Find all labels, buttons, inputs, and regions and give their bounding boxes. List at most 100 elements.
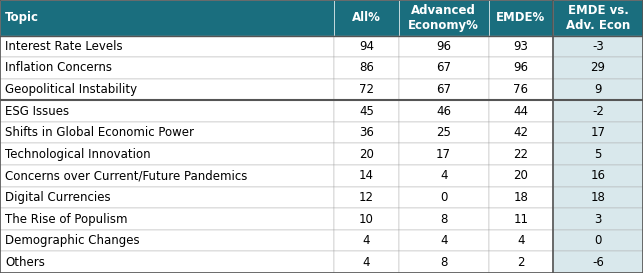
Text: All%: All% [352,11,381,24]
Text: Topic: Topic [5,11,39,24]
Bar [489,144,553,165]
Text: 8: 8 [440,213,448,225]
Text: 44: 44 [513,105,529,118]
Bar [489,0,553,35]
Text: -6: -6 [592,256,604,269]
Bar [489,100,553,122]
Text: 8: 8 [440,256,448,269]
Text: 20: 20 [359,148,374,161]
Bar [399,165,489,187]
Text: 9: 9 [594,83,602,96]
Text: Interest Rate Levels: Interest Rate Levels [5,40,123,53]
Bar [489,208,553,230]
Bar [334,35,399,57]
Text: 96: 96 [513,61,529,75]
Text: 93: 93 [513,40,529,53]
Text: 20: 20 [513,169,529,182]
Bar [334,144,399,165]
Text: Inflation Concerns: Inflation Concerns [5,61,112,75]
Text: 76: 76 [513,83,529,96]
Text: Demographic Changes: Demographic Changes [5,234,140,247]
Text: 67: 67 [436,61,451,75]
Bar [489,230,553,251]
Bar [489,187,553,208]
Text: 86: 86 [359,61,374,75]
Bar [334,122,399,144]
Text: 46: 46 [436,105,451,118]
Text: 67: 67 [436,83,451,96]
Bar [489,35,553,57]
Text: 10: 10 [359,213,374,225]
Bar [399,122,489,144]
Text: 4: 4 [363,256,370,269]
Bar [334,165,399,187]
Bar [553,165,643,187]
Text: 18: 18 [513,191,529,204]
Text: Technological Innovation: Technological Innovation [5,148,150,161]
Bar [489,57,553,79]
Text: 5: 5 [594,148,602,161]
Text: 4: 4 [363,234,370,247]
Bar [399,144,489,165]
Text: Geopolitical Instability: Geopolitical Instability [5,83,137,96]
Bar [399,208,489,230]
Bar [0,144,334,165]
Text: 4: 4 [517,234,525,247]
Text: The Rise of Populism: The Rise of Populism [5,213,128,225]
Bar [0,230,334,251]
Bar [0,79,334,100]
Text: Concerns over Current/Future Pandemics: Concerns over Current/Future Pandemics [5,169,248,182]
Bar [489,251,553,273]
Text: -3: -3 [592,40,604,53]
Text: Digital Currencies: Digital Currencies [5,191,111,204]
Bar [553,144,643,165]
Bar [0,35,334,57]
Text: 94: 94 [359,40,374,53]
Bar [553,187,643,208]
Bar [334,187,399,208]
Text: 4: 4 [440,234,448,247]
Text: Advanced
Economy%: Advanced Economy% [408,4,479,32]
Text: 4: 4 [440,169,448,182]
Text: 25: 25 [436,126,451,139]
Bar [489,165,553,187]
Bar [553,57,643,79]
Text: 29: 29 [590,61,606,75]
Text: 0: 0 [440,191,448,204]
Text: 22: 22 [513,148,529,161]
Bar [334,100,399,122]
Bar [399,57,489,79]
Bar [0,0,334,35]
Text: EMDE%: EMDE% [496,11,545,24]
Text: ESG Issues: ESG Issues [5,105,69,118]
Bar [334,79,399,100]
Bar [399,0,489,35]
Bar [334,251,399,273]
Text: 17: 17 [590,126,606,139]
Bar [399,187,489,208]
Text: Shifts in Global Economic Power: Shifts in Global Economic Power [5,126,194,139]
Bar [553,79,643,100]
Text: 17: 17 [436,148,451,161]
Text: 0: 0 [594,234,602,247]
Bar [0,122,334,144]
Bar [334,57,399,79]
Text: -2: -2 [592,105,604,118]
Bar [399,100,489,122]
Bar [553,122,643,144]
Text: 3: 3 [594,213,602,225]
Text: 14: 14 [359,169,374,182]
Bar [334,230,399,251]
Bar [0,165,334,187]
Bar [489,122,553,144]
Text: 45: 45 [359,105,374,118]
Bar [0,57,334,79]
Bar [0,208,334,230]
Text: 96: 96 [436,40,451,53]
Bar [399,230,489,251]
Text: 16: 16 [590,169,606,182]
Text: 2: 2 [517,256,525,269]
Bar [489,79,553,100]
Text: 42: 42 [513,126,529,139]
Bar [0,251,334,273]
